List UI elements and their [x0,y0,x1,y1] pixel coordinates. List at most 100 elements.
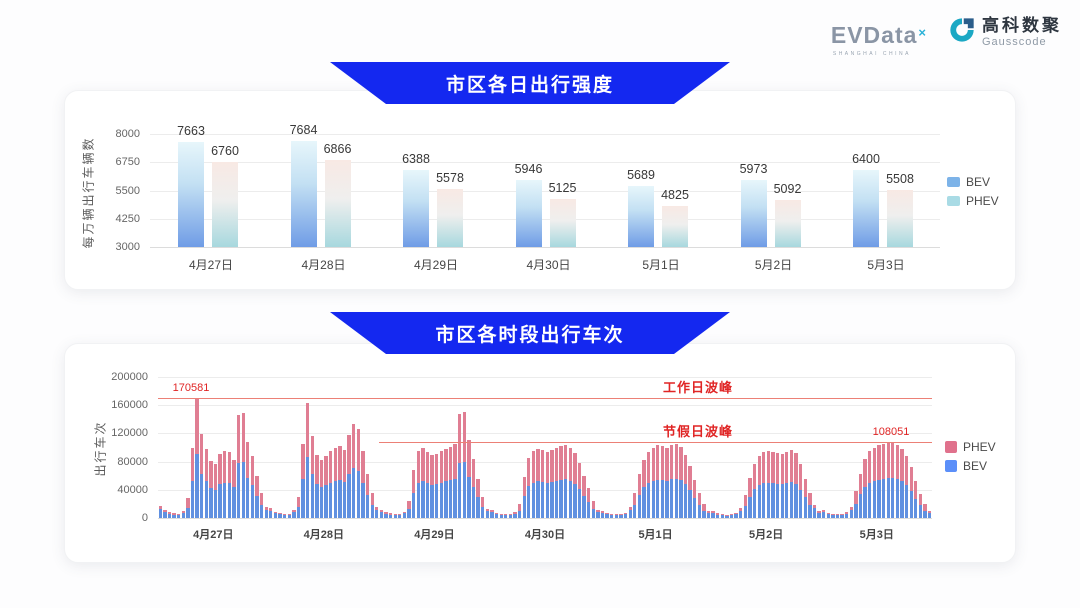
bev-bar-segment [292,512,296,518]
bev-bar-segment [416,482,420,518]
bev-bar-segment [315,484,319,518]
bev-bar-segment [379,511,384,518]
phev-bar-segment [559,446,563,480]
peak-annotation-value: 170581 [172,381,210,394]
legend-item-bev[interactable]: BEV [945,459,996,473]
phev-bar-segment [471,458,476,487]
evdata-logo-subtext: SHANGHAI CHINA [832,51,911,57]
bev-bar-segment [259,504,264,518]
phev-bar-segment [370,492,374,505]
phev-bar-segment [458,413,462,463]
bev-bar-segment [706,512,711,518]
bev-bar-segment [329,482,333,518]
phev-bar [549,198,576,247]
bev-bar-segment [757,485,761,518]
gausscode-logo-text: 高科数聚 Gausscode [982,16,1062,47]
bev-bar-segment [845,513,849,518]
bev-bar-segment [213,489,218,518]
phev-bar-segment [379,509,384,512]
phev-bar-segment [577,463,582,489]
phev-bar-segment [780,453,784,484]
bev-bar-segment [679,480,683,518]
y-tick-label: 120000 [111,427,148,440]
bev-bar-segment [803,497,807,518]
bev-bar-segment [582,495,586,518]
peak-annotation-label: 工作日波峰 [662,379,733,395]
bev-legend-label: BEV [963,459,988,473]
phev-bar-segment [554,448,559,482]
bev-bar-segment [858,494,863,518]
bev-bar-segment [596,512,600,518]
phev-bar-segment [582,475,586,496]
phev-bar-segment [513,512,517,514]
phev-bar-segment [195,397,199,455]
legend-item-phev[interactable]: PHEV [945,440,996,454]
bev-bar-segment [167,513,172,518]
phev-bar-segment [250,455,255,486]
y-tick-label: 6750 [115,156,140,169]
phev-bar-segment [416,451,420,483]
hourly-chart-plot: 0 40000 80000 120000 160000 200000 4月27日 4月28日 4… [111,371,932,541]
bev-bar-segment [163,512,167,518]
gausscode-cn: 高科数聚 [982,16,1062,36]
bev-bar-segment [435,484,439,518]
bev-bar-segment [476,497,480,518]
phev-bar-segment [448,446,453,481]
bev-bar-segment [886,478,890,518]
bev-bar-segment [223,482,227,518]
daily-chart-plot: 3000 4250 5500 6750 8000 7663 6760 4月27日 7684 686… [116,123,940,272]
gridline [158,433,932,435]
phev-bar-segment [536,448,540,482]
bev-bar-segment [513,513,517,518]
phev-bar-segment [914,481,918,499]
x-axis-label: 4月29日 [414,529,455,541]
phev-bar-segment [872,447,876,481]
phev-legend-label: PHEV [963,440,996,454]
bev-bar-segment [246,477,250,518]
bev-bar-segment [868,482,872,518]
bev-bar-segment [384,513,388,518]
phev-bar-segment [167,512,172,514]
bev-legend-label: BEV [966,175,991,189]
phev-bar-segment [282,513,287,515]
bev-bar-segment [637,494,642,518]
bev-bar-segment [895,479,900,518]
phev-bar-segment [329,451,333,483]
phev-bar-segment [720,514,724,516]
gridline [150,190,940,192]
bev-bar-segment [794,483,798,518]
evdata-logo: EVData× SHANGHAI CHINA [831,16,926,57]
phev-bar-segment [232,460,236,488]
bev-bar-segment [711,512,715,518]
legend-item-bev[interactable]: BEV [947,175,999,189]
bev-bar-segment [517,510,522,518]
bev-bar-segment [347,473,351,518]
bev-bar-segment [780,484,784,518]
phev-bar-segment [877,445,881,480]
legend-item-phev[interactable]: PHEV [947,194,999,208]
bev-bar-segment [623,514,628,518]
phev-bar-segment [315,454,319,485]
bev-bar-segment [158,509,162,518]
phev-bar-segment [803,479,807,498]
phev-value-label: 6866 [323,141,352,156]
phev-bar-segment [858,473,863,495]
phev-bar-segment [909,467,913,492]
phev-legend-label: PHEV [966,194,999,208]
bev-bar-segment [195,454,199,518]
phev-bar-segment [895,444,900,480]
phev-bar-segment [402,511,407,514]
bev-bar-segment [642,487,646,518]
phev-bar-segment [273,511,278,514]
phev-bar-segment [716,513,720,515]
phev-bar-segment [421,447,425,481]
phev-bar-segment [181,510,185,513]
phev-bar-segment [462,412,466,462]
bev-bar-segment [278,514,282,518]
phev-bar-segment [849,506,853,510]
bev-bar-segment [504,515,508,518]
phev-bar-segment [863,458,867,487]
x-axis-label: 4月27日 [188,258,234,272]
bev-bar-segment [614,515,618,518]
phev-bar-segment [646,451,651,483]
